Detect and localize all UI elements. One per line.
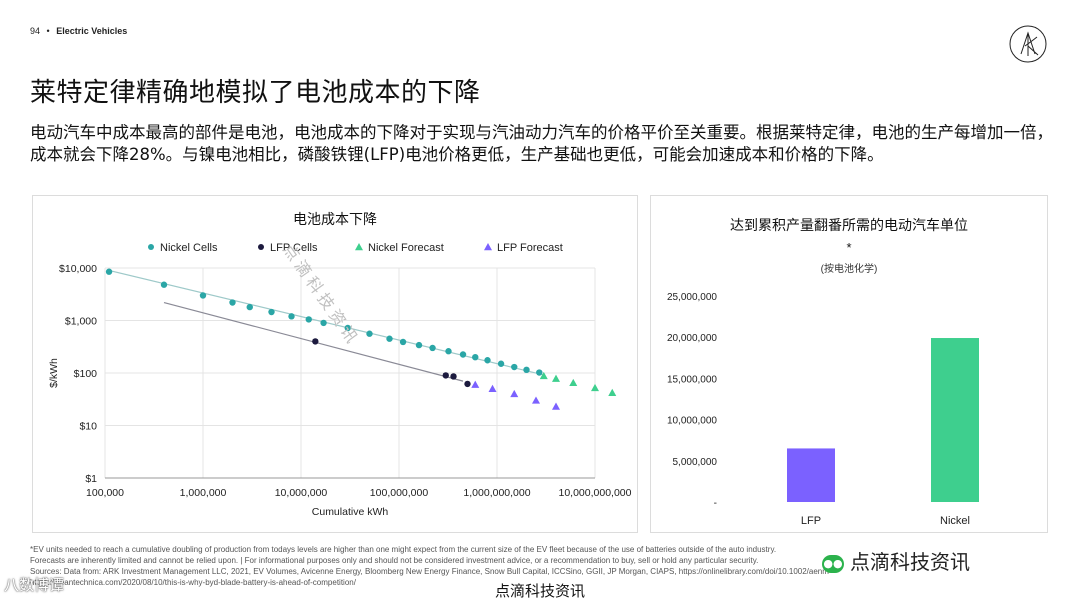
data-point (442, 372, 449, 379)
data-point (246, 303, 253, 311)
data-point (415, 341, 423, 349)
wechat-watermark: ●● 点滴科技资讯 (822, 546, 970, 575)
data-point (199, 292, 207, 299)
y-tick-label: $10 (79, 421, 97, 433)
chart-subtitle: (按电池化学) (821, 262, 878, 275)
data-point (510, 389, 519, 398)
body-paragraph: 电动汽车中成本最高的部件是电池，电池成本的下降对于实现与汽油动力汽车的价格平价至… (30, 123, 1053, 164)
data-point (471, 380, 480, 388)
data-point (472, 353, 479, 361)
data-point (484, 357, 491, 364)
x-tick-label: 1,000,000,000 (463, 487, 530, 499)
legend-marker (148, 244, 154, 250)
legend-marker (258, 244, 264, 250)
y-tick-label: $100 (74, 368, 98, 380)
wechat-icon: ●● (822, 554, 844, 573)
data-point (344, 324, 351, 332)
data-point (160, 281, 168, 288)
legend-label: Nickel Forecast (368, 242, 444, 254)
page-header: 94 • Electric Vehicles (30, 26, 127, 36)
chart-title: 达到累积产量翻番所需的电动汽车单位 (730, 217, 968, 233)
ev-units-chart-panel: 达到累积产量翻番所需的电动汽车单位 * (按电池化学) - 5,000,000 10,00… (650, 195, 1048, 533)
ev-units-chart: 达到累积产量翻番所需的电动汽车单位 * (按电池化学) - 5,000,000 10,00… (667, 217, 979, 527)
data-point (531, 396, 540, 404)
x-tick-label: Nickel (940, 515, 970, 527)
data-point (569, 378, 578, 387)
legend-marker (355, 243, 363, 251)
data-point (366, 330, 373, 337)
legend-label: LFP Forecast (497, 242, 563, 254)
data-point (450, 373, 457, 380)
legend-label: LFP Cells (270, 242, 318, 254)
x-tick-label: LFP (801, 515, 821, 527)
source-caption: 点滴科技资讯 (494, 582, 585, 600)
y-tick-label: $10,000 (59, 263, 97, 275)
y-tick-label: 25,000,000 (667, 292, 717, 303)
data-point (399, 338, 407, 346)
data-point (268, 308, 275, 316)
data-point (608, 388, 617, 396)
legend-label: Nickel Cells (160, 242, 218, 254)
page-number: 94 (30, 26, 41, 36)
x-tick-label: 100,000,000 (370, 487, 429, 499)
bar (931, 338, 979, 502)
x-tick-label: 100,000 (86, 487, 124, 499)
legend-marker (484, 243, 492, 251)
header-separator: • (46, 26, 50, 36)
y-tick-label: 10,000,000 (667, 416, 717, 427)
data-point (464, 380, 471, 388)
data-point (459, 351, 467, 358)
data-point (552, 374, 561, 382)
data-point (539, 371, 548, 380)
x-tick-label: 10,000,000,000 (559, 487, 632, 499)
y-tick-label: $1 (85, 473, 97, 485)
chart-title: 电池成本下降 (293, 211, 377, 227)
data-point (523, 366, 530, 374)
data-point (488, 384, 497, 393)
corner-watermark: 八数博谭 (4, 576, 65, 594)
x-axis-label: Cumulative kWh (312, 506, 389, 518)
section-name: Electric Vehicles (56, 26, 128, 36)
cost-decline-chart-panel: 电池成本下降 100,000 1,000,000 10,000,000 100,000,… (32, 195, 638, 533)
wechat-watermark-text: 点滴科技资讯 (850, 550, 970, 574)
cost-decline-chart: 电池成本下降 100,000 1,000,000 10,000,000 100,000,… (48, 211, 632, 518)
data-point (497, 360, 505, 367)
y-tick-label: $1,000 (65, 316, 97, 328)
data-point (429, 344, 436, 352)
data-point (386, 335, 393, 342)
data-point (591, 383, 599, 392)
x-tick-label: 1,000,000 (180, 487, 227, 499)
y-tick-label: 20,000,000 (667, 333, 717, 344)
y-tick-label: 15,000,000 (667, 374, 717, 385)
y-axis-label: $/kWh (48, 358, 60, 388)
data-point (536, 369, 543, 376)
ark-logo-icon (1009, 25, 1047, 63)
data-point (445, 348, 452, 355)
data-point (312, 338, 319, 345)
y-tick-label: 5,000,000 (673, 457, 718, 468)
data-point (320, 319, 327, 327)
chart-title-marker: * (846, 240, 851, 255)
page-title: 莱特定律精确地模拟了电池成本的下降 (30, 78, 481, 108)
data-point (511, 363, 518, 371)
data-point (105, 268, 113, 275)
data-point (288, 313, 295, 320)
bar (787, 448, 835, 502)
x-tick-label: 10,000,000 (275, 487, 328, 499)
data-point (552, 402, 561, 410)
data-point (305, 316, 312, 323)
data-point (229, 299, 236, 306)
y-tick-label: - (714, 498, 717, 509)
